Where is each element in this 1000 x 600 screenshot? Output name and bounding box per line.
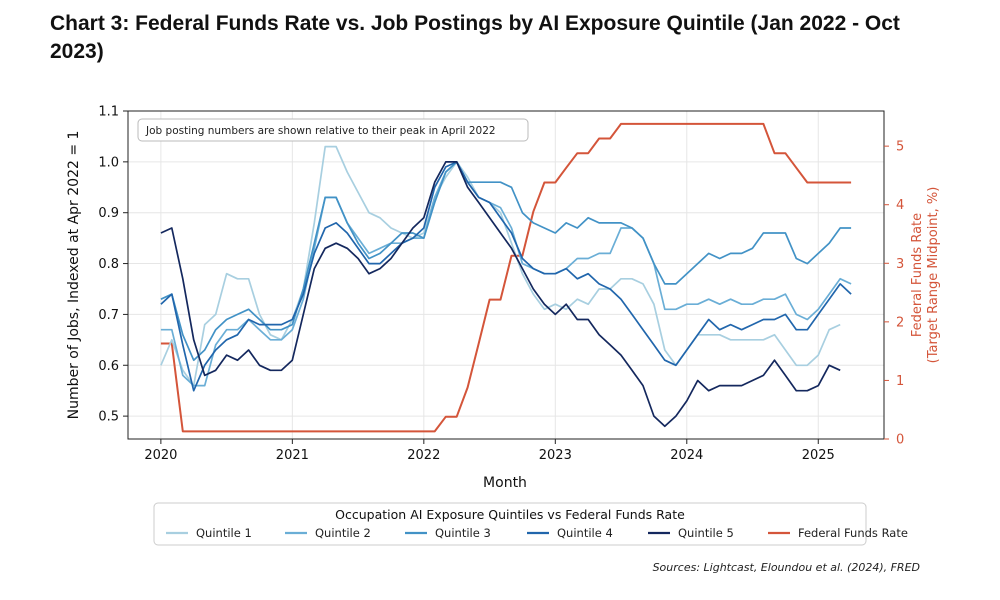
x-tick-label: 2020 xyxy=(144,448,177,463)
legend-label: Federal Funds Rate xyxy=(798,526,908,540)
y2-tick-label: 1 xyxy=(896,374,904,389)
x-tick-label: 2022 xyxy=(407,448,440,463)
legend-item-quintile-4: Quintile 4 xyxy=(527,526,613,540)
x-tick-label: 2023 xyxy=(539,448,572,463)
legend-box xyxy=(153,502,867,546)
legend-item-federal-funds-rate: Federal Funds Rate xyxy=(768,526,908,540)
legend-item-quintile-5: Quintile 5 xyxy=(648,526,734,540)
y-tick-label: 0.8 xyxy=(98,257,119,272)
legend-item-quintile-1: Quintile 1 xyxy=(166,526,252,540)
plot-frame xyxy=(127,110,885,440)
y2-axis-label-line1: Federal Funds Rate xyxy=(910,213,925,337)
annotation-text: Job posting numbers are shown relative t… xyxy=(145,125,496,137)
x-axis: 2020 2021 2022 2023 2024 2025 xyxy=(144,439,835,463)
page-title: Chart 3: Federal Funds Rate vs. Job Post… xyxy=(50,12,900,63)
y-tick-label: 0.6 xyxy=(98,359,119,374)
legend-label: Quintile 2 xyxy=(315,526,371,540)
x-tick-label: 2025 xyxy=(802,448,835,463)
legend-title: Occupation AI Exposure Quintiles vs Fede… xyxy=(335,507,685,522)
legend-label: Quintile 3 xyxy=(435,526,491,540)
source-note: Sources: Lightcast, Eloundou et al. (202… xyxy=(652,561,920,574)
y2-tick-label: 0 xyxy=(896,433,904,448)
y2-tick-label: 4 xyxy=(896,198,904,213)
legend-label: Quintile 4 xyxy=(557,526,613,540)
y2-tick-label: 5 xyxy=(896,140,904,155)
legend-label: Quintile 1 xyxy=(196,526,252,540)
series-line-quintile-1 xyxy=(160,145,841,387)
x-axis-label: Month xyxy=(483,475,527,491)
y-tick-label: 0.7 xyxy=(98,308,119,323)
series-line-quintile-5 xyxy=(160,161,841,428)
series-line-quintile-2 xyxy=(160,161,852,387)
series-layer xyxy=(160,122,852,433)
y2-axis-label-line2: (Target Range Midpoint, %) xyxy=(926,187,941,364)
series-line-quintile-4 xyxy=(160,161,852,392)
y-tick-label: 1.1 xyxy=(98,105,119,120)
annotation-box xyxy=(137,118,529,142)
legend-item-quintile-3: Quintile 3 xyxy=(405,526,491,540)
legend-label: Quintile 5 xyxy=(678,526,734,540)
y-axis-right: 0 1 2 3 4 5 xyxy=(884,140,904,448)
y-axis-label: Number of Jobs, Indexed at Apr 2022 = 1 xyxy=(66,131,82,420)
x-tick-label: 2021 xyxy=(276,448,309,463)
y-tick-label: 1.0 xyxy=(98,155,119,170)
legend-items: Quintile 1 Quintile 2 Quintile 3 Quintile 4… xyxy=(166,526,908,540)
y2-tick-label: 2 xyxy=(896,315,904,330)
x-tick-label: 2024 xyxy=(670,448,703,463)
y2-tick-label: 3 xyxy=(896,257,904,272)
grid xyxy=(128,110,884,439)
legend-item-quintile-2: Quintile 2 xyxy=(285,526,371,540)
series-line-quintile-3 xyxy=(160,161,852,362)
y-axis-left: 0.5 0.6 0.7 0.8 0.9 1.0 1.1 xyxy=(98,105,128,425)
y-tick-label: 0.9 xyxy=(98,206,119,221)
series-line-federal-funds-rate xyxy=(160,122,852,433)
y-tick-label: 0.5 xyxy=(98,410,119,425)
